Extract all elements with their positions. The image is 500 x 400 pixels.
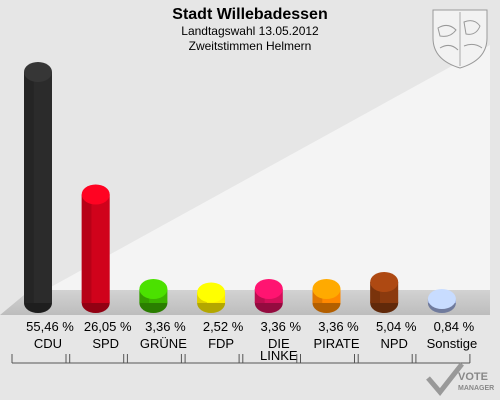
chart-title: Stadt Willebadessen (172, 6, 327, 23)
chart-subtitle-district: Zweitstimmen Helmern (189, 39, 312, 53)
svg-text:Sonstige: Sonstige (427, 336, 478, 351)
bar-group (24, 62, 456, 313)
value-label-sonstige: 0,84 % (434, 319, 475, 334)
vote-manager-watermark: VOTE MANAGER (426, 362, 494, 396)
svg-text:SPD: SPD (92, 336, 119, 351)
svg-text:GRÜNE: GRÜNE (140, 336, 187, 351)
bar-cdu (24, 62, 52, 313)
bar-spd (81, 184, 110, 313)
bar-die-linke (254, 279, 283, 313)
check-icon (426, 362, 464, 396)
bar-sonstige (427, 289, 456, 313)
coat-of-arms-icon (432, 9, 488, 69)
value-label-die-linke: 3,36 % (261, 319, 302, 334)
bar-pirate (312, 279, 341, 313)
category-label-sonstige: Sonstige (427, 336, 478, 351)
value-label-pirate: 3,36 % (318, 319, 359, 334)
value-label-cdu: 55,46 % (26, 319, 74, 334)
value-label-fdp: 2,52 % (203, 319, 244, 334)
bar-gr-ne (139, 279, 168, 313)
value-label-group: 55,46 % 26,05 % 3,36 % 2,52 % 3,36 % 3,36 % 5,… (26, 319, 474, 334)
chart-subtitle-election: Landtagswahl 13.05.2012 (181, 24, 319, 38)
svg-text:PIRATE: PIRATE (314, 336, 360, 351)
svg-text:NPD: NPD (380, 336, 407, 351)
bar-npd (370, 272, 399, 313)
value-label-gr-ne: 3,36 % (145, 319, 186, 334)
category-label-cdu: CDU (34, 336, 62, 351)
svg-text:LINKE: LINKE (260, 348, 298, 363)
category-label-spd: SPD (92, 336, 119, 351)
value-label-npd: 5,04 % (376, 319, 417, 334)
bar-fdp (197, 282, 226, 313)
value-label-spd: 26,05 % (84, 319, 132, 334)
svg-text:FDP: FDP (208, 336, 234, 351)
category-label-pirate: PIRATE (314, 336, 360, 351)
category-label-npd: NPD (380, 336, 407, 351)
category-label-gr-ne: GRÜNE (140, 336, 187, 351)
watermark-line2: MANAGER (458, 385, 494, 392)
chart-floor (0, 290, 490, 315)
category-label-fdp: FDP (208, 336, 234, 351)
chart-backwall (0, 45, 490, 315)
svg-text:CDU: CDU (34, 336, 62, 351)
watermark-line1: VOTE (458, 371, 488, 383)
svg-text:DIE: DIE (268, 336, 290, 351)
